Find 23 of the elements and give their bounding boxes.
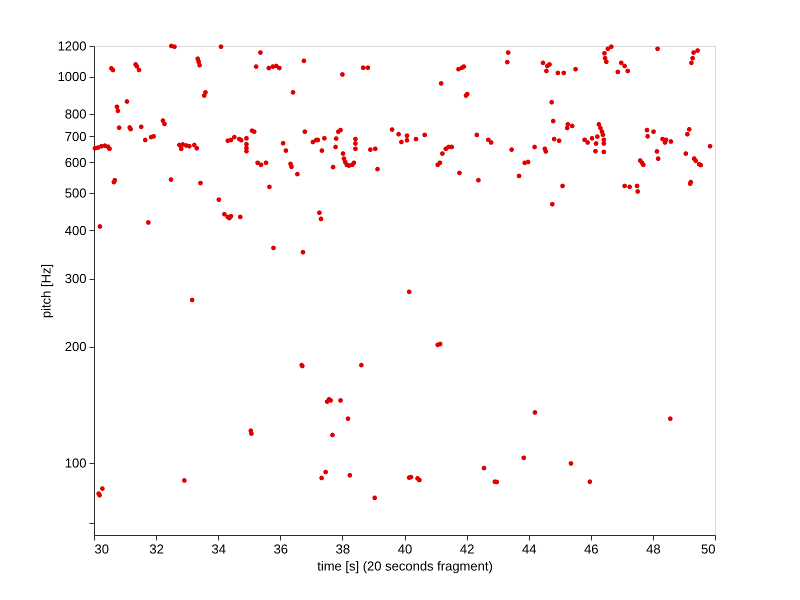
y-tick-label: 800 — [64, 106, 86, 122]
y-tick-label: 1200 — [58, 38, 86, 54]
x-tick-label: 50 — [701, 542, 716, 556]
y-tick-label: 100 — [64, 455, 86, 470]
y-tick-label: 300 — [64, 271, 86, 286]
x-tick-label: 38 — [336, 542, 350, 556]
x-tick-label: 36 — [274, 542, 288, 556]
x-tick-label: 40 — [398, 542, 412, 556]
x-tick-label: 42 — [460, 542, 474, 556]
x-tick-label: 32 — [149, 542, 164, 556]
x-axis-title: time [s] (20 seconds fragment) — [317, 558, 493, 574]
x-tick-label: 30 — [94, 542, 109, 556]
y-tick-label: 600 — [64, 154, 86, 170]
x-tick-label: 46 — [584, 542, 599, 556]
y-tick-label: 700 — [64, 128, 86, 144]
x-tick-label: 34 — [211, 542, 226, 556]
y-tick-label: 200 — [64, 339, 86, 354]
y-tick-label: 500 — [64, 185, 86, 200]
y-tick-label: 400 — [64, 222, 86, 238]
x-tick-label: 44 — [522, 542, 536, 556]
y-axis-title: pitch [Hz] — [38, 264, 54, 318]
y-tick-label: 1000 — [58, 69, 86, 84]
x-tick-label: 48 — [646, 542, 661, 556]
